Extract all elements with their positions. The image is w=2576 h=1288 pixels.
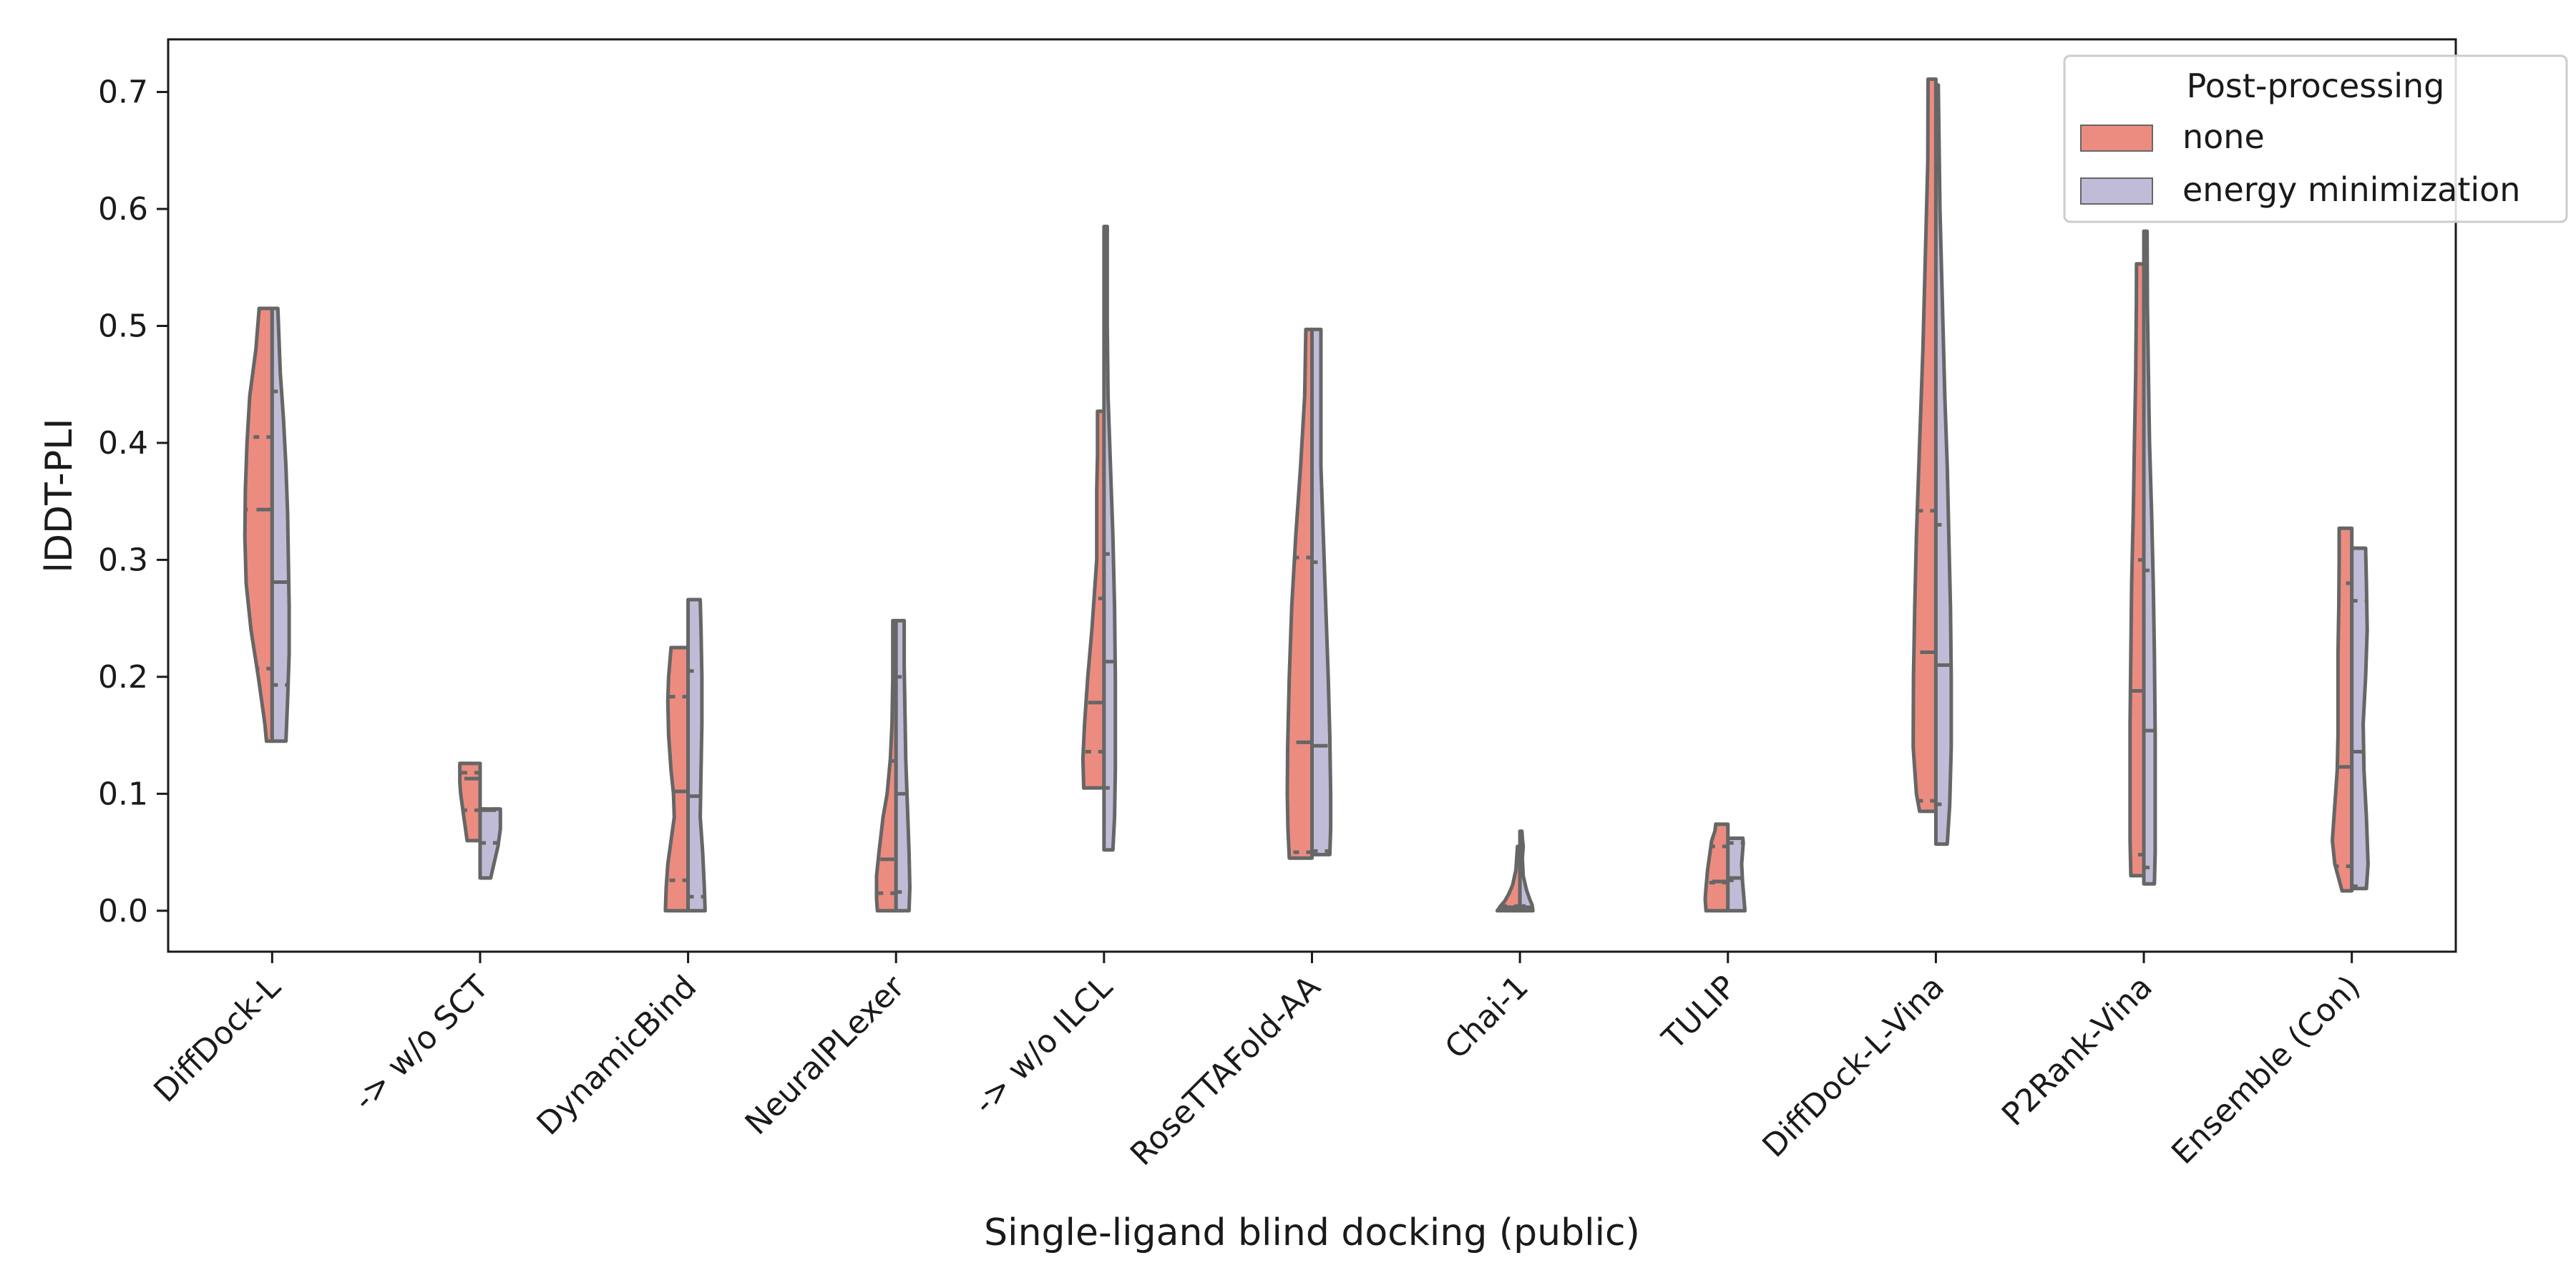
legend-label-energy-minimization: energy minimization — [2182, 170, 2520, 209]
y-axis: 0.0 0.1 0.2 0.3 0.4 0.5 0.6 0.7 — [98, 74, 168, 930]
violin-energy-minimization-dynamicbind — [686, 597, 707, 913]
violin-body — [2128, 262, 2146, 878]
violin-body — [1911, 77, 1938, 814]
violin-body — [2350, 546, 2370, 891]
violin-energy-minimization-chai-1 — [1518, 829, 1535, 913]
violin-none-diffdock-l — [243, 306, 274, 743]
violin-body — [2331, 526, 2354, 893]
violin-none-tulip — [1703, 822, 1730, 913]
violin-none-rosettafold-aa — [1285, 327, 1314, 860]
y-tick-label: 0.6 — [98, 191, 148, 228]
x-tick-label-dynamicbind: DynamicBind — [530, 969, 704, 1143]
violin-none-p2rank-vina — [2128, 262, 2146, 878]
violin-body — [1310, 327, 1333, 857]
violin-body — [1495, 844, 1522, 913]
violin-body — [894, 618, 912, 913]
x-axis-title: Single-ligand blind docking (public) — [984, 1211, 1640, 1254]
violin-none-w-o-sct — [458, 761, 482, 843]
violin-energy-minimization-diffdock-l-vina — [1933, 83, 1953, 847]
violin-none-neuralplexer — [874, 618, 898, 913]
violin-none-dynamicbind — [663, 645, 691, 913]
violin-energy-minimization-neuralplexer — [894, 618, 912, 913]
violin-body — [1285, 327, 1314, 860]
x-tick-label-p2rank-vina: P2Rank-Vina — [1995, 969, 2160, 1133]
plot-area — [243, 77, 2370, 913]
x-tick-label-diffdock-l-vina: DiffDock-L-Vina — [1756, 969, 1952, 1165]
x-tick-label-rosettafold-aa: RoseTTAFold-AA — [1123, 969, 1327, 1173]
violin-body — [243, 306, 274, 743]
violin-energy-minimization-w-o-sct — [478, 807, 502, 880]
x-tick-label-w-o-ilcl: -> w/o ILCL — [967, 968, 1120, 1121]
violin-body — [1703, 822, 1730, 913]
violin-none-diffdock-l-vina — [1911, 77, 1938, 814]
y-tick-label: 0.7 — [98, 74, 148, 111]
y-tick-label: 0.4 — [98, 425, 148, 462]
y-tick-label: 0.3 — [98, 542, 148, 578]
violin-body — [1102, 225, 1118, 852]
violin-energy-minimization-tulip — [1726, 836, 1747, 913]
legend: Post-processing none energy minimization — [2063, 54, 2568, 223]
x-tick-label-ensemble-con: Ensemble (Con) — [2165, 969, 2367, 1171]
legend-swatch-none — [2080, 125, 2153, 152]
violin-body — [1933, 83, 1953, 847]
x-tick-label-diffdock-l: DiffDock-L — [147, 968, 288, 1109]
violin-body — [663, 645, 691, 913]
violin-body — [1518, 829, 1535, 913]
y-tick-label: 0.2 — [98, 659, 148, 696]
x-tick-label-tulip: TULIP — [1655, 969, 1744, 1058]
violin-energy-minimization-ensemble-con — [2350, 546, 2370, 891]
y-tick-label: 0.1 — [98, 776, 148, 812]
violin-energy-minimization-diffdock-l — [270, 306, 291, 743]
legend-title: Post-processing — [2187, 67, 2445, 105]
legend-frame — [2063, 54, 2568, 223]
violin-none-chai-1 — [1495, 844, 1522, 913]
x-tick-label-w-o-sct: -> w/o SCT — [346, 969, 496, 1118]
violin-body — [686, 597, 707, 913]
x-tick-label-neuralplexer: NeuralPLexer — [738, 968, 912, 1142]
violin-energy-minimization-rosettafold-aa — [1310, 327, 1333, 857]
legend-swatch-energy-minimization — [2080, 177, 2153, 205]
violin-body — [270, 306, 291, 743]
y-axis-title: lDDT-PLI — [38, 419, 81, 573]
violin-body — [458, 761, 482, 843]
legend-label-none: none — [2182, 117, 2265, 156]
violin-body — [2142, 229, 2157, 886]
x-axis: DiffDock-L -> w/o SCT DynamicBind NeuralPLe… — [147, 952, 2367, 1173]
violin-body — [874, 618, 898, 913]
y-tick-label: 0.0 — [98, 893, 148, 930]
violin-none-w-o-ilcl — [1080, 409, 1106, 790]
violin-energy-minimization-p2rank-vina — [2142, 229, 2157, 886]
x-tick-label-chai-1: Chai-1 — [1438, 969, 1536, 1066]
violin-none-ensemble-con — [2331, 526, 2354, 893]
y-tick-label: 0.5 — [98, 308, 148, 344]
violin-body — [1726, 836, 1747, 913]
violin-body — [1080, 409, 1106, 790]
violin-energy-minimization-w-o-ilcl — [1102, 225, 1118, 852]
